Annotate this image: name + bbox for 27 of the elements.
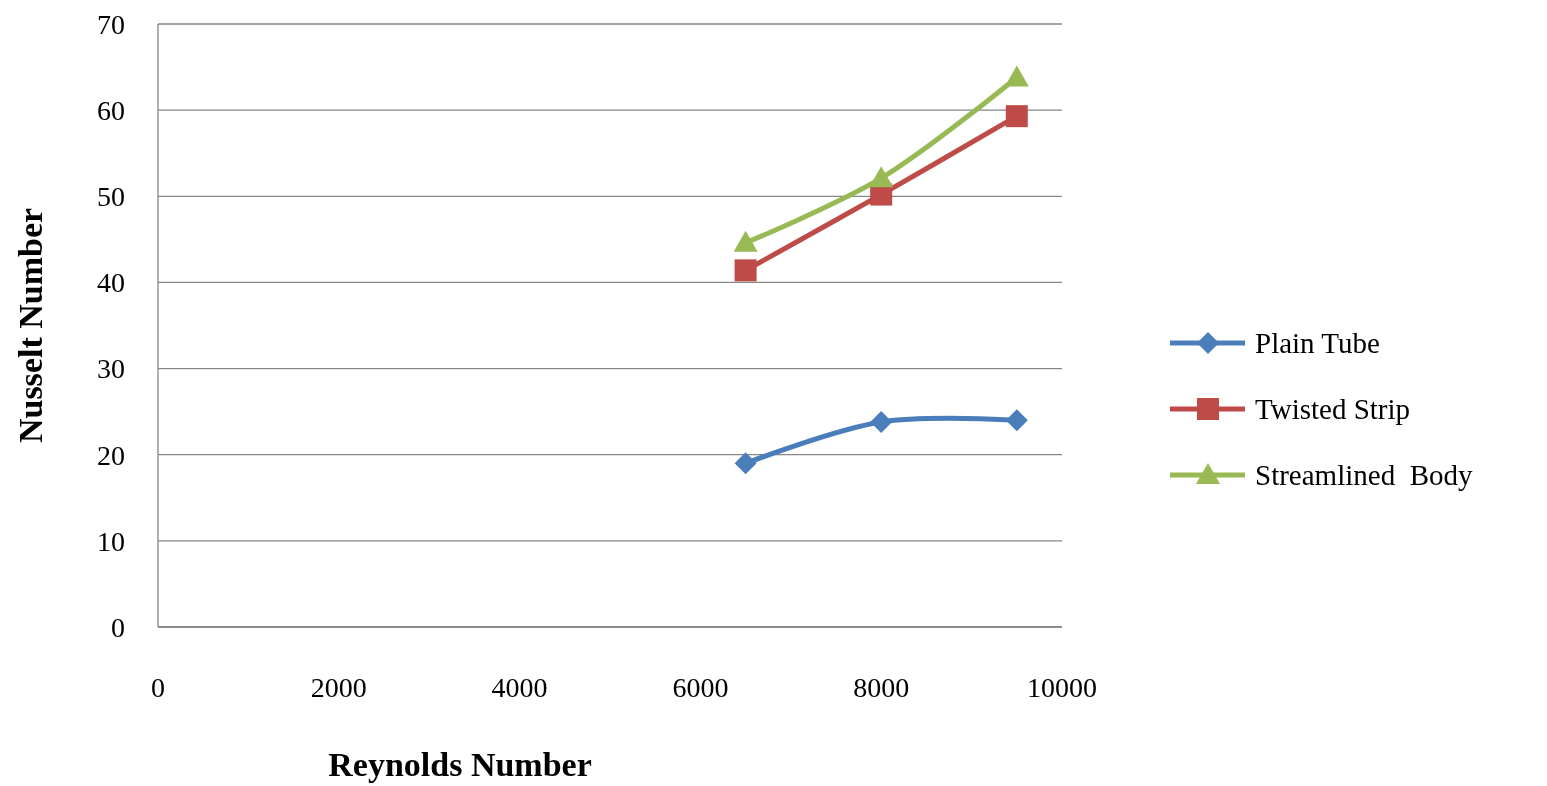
y-tick-label: 60 (97, 94, 125, 126)
x-tick-label: 2000 (310, 672, 367, 703)
x-tick-label: 6000 (672, 672, 729, 703)
y-tick-label: 10 (97, 525, 125, 557)
y-tick-label: 20 (97, 439, 125, 471)
y-axis-title: Nusselt Number (11, 207, 49, 444)
point (734, 259, 757, 282)
y-tick-label: 50 (97, 181, 125, 213)
legend-label: Plain Tube (1255, 327, 1380, 360)
x-tick-label: 0 (151, 672, 165, 703)
x-tick-label: 8000 (853, 672, 910, 703)
y-tick-label: 40 (97, 267, 125, 299)
legend-label: Streamlined Body (1255, 459, 1473, 492)
y-tick-label: 70 (97, 8, 125, 40)
point (1005, 105, 1028, 128)
legend-label: Twisted Strip (1255, 393, 1411, 426)
y-tick-label: 0 (111, 611, 125, 643)
point (870, 410, 893, 433)
point (734, 452, 757, 475)
x-tick-label: 4000 (491, 672, 548, 703)
point (1004, 65, 1029, 87)
x-axis-title: Reynolds Number (328, 746, 592, 783)
point (733, 230, 758, 252)
point (869, 166, 894, 188)
x-tick-label: 10000 (1027, 672, 1097, 703)
point (1005, 409, 1028, 432)
y-tick-label: 30 (97, 353, 125, 385)
